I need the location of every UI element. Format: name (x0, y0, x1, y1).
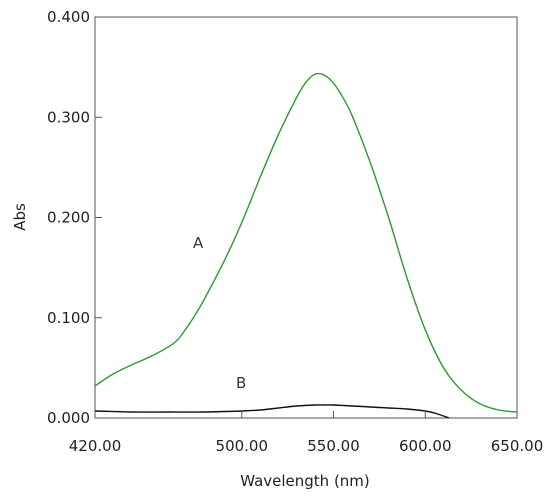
x-tick-label: 550.00 (307, 437, 360, 455)
x-tick-label: 650.00 (491, 437, 544, 455)
y-tick-label: 0.400 (47, 8, 90, 26)
x-tick-label: 420.00 (69, 437, 122, 455)
y-tick-label: 0.300 (47, 108, 90, 126)
curve-label-b: B (236, 374, 246, 392)
x-axis-title: Wavelength (nm) (240, 472, 370, 490)
x-tick-label: 500.00 (216, 437, 269, 455)
x-tick-label: 600.00 (399, 437, 452, 455)
y-axis-title: Abs (11, 203, 29, 231)
y-tick-label: 0.000 (47, 409, 90, 427)
y-tick-label: 0.200 (47, 209, 90, 227)
y-tick-label: 0.100 (47, 309, 90, 327)
plot-frame (94, 16, 518, 419)
series-line-a (94, 72, 518, 413)
curve-label-a: A (193, 234, 204, 252)
